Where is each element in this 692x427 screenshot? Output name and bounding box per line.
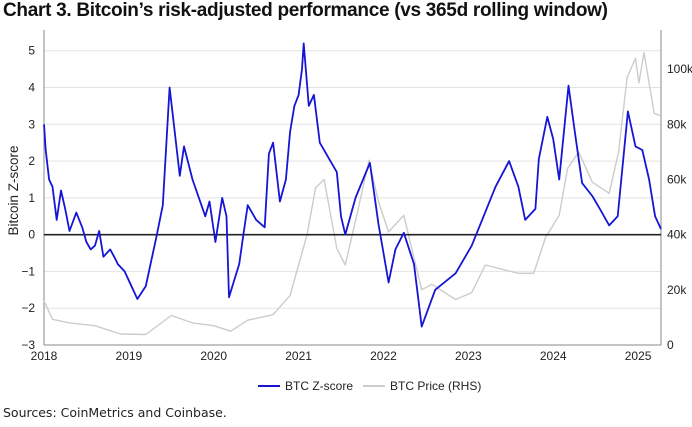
y2-tick-label: 20k — [667, 283, 687, 297]
legend-label: BTC Z-score — [285, 379, 353, 393]
y-tick-label: 0 — [28, 228, 35, 242]
x-tick-label: 2020 — [200, 349, 227, 363]
y-tick-label: 3 — [28, 117, 35, 131]
x-tick-label: 2024 — [540, 349, 567, 363]
x-tick-label: 2018 — [31, 349, 58, 363]
y-tick-label: −1 — [21, 264, 35, 278]
x-tick-label: 2023 — [455, 349, 482, 363]
sources-note: Sources: CoinMetrics and Coinbase. — [3, 405, 227, 420]
y-tick-label: 2 — [28, 154, 35, 168]
x-tick-label: 2022 — [370, 349, 397, 363]
legend-label: BTC Price (RHS) — [390, 379, 481, 393]
series-line-btc-zscore — [43, 42, 662, 328]
y2-tick-label: 60k — [667, 172, 687, 186]
y-tick-label: −3 — [21, 338, 35, 352]
y-axis-label: Bitcoin Z-score — [6, 145, 21, 235]
y2-tick-label: 100k — [667, 62, 692, 76]
x-tick-label: 2019 — [116, 349, 143, 363]
x-tick-label: 2021 — [285, 349, 312, 363]
chart-title: Chart 3. Bitcoin’s risk-adjusted perform… — [3, 0, 608, 21]
x-tick-label: 2025 — [625, 349, 652, 363]
y-tick-label: 4 — [28, 81, 35, 95]
y2-tick-label: 0 — [667, 338, 674, 352]
y2-tick-label: 80k — [667, 117, 687, 131]
series-line-btc-price — [43, 51, 662, 336]
y2-tick-label: 40k — [667, 228, 687, 242]
y-tick-label: 1 — [28, 191, 35, 205]
y-tick-label: 5 — [28, 44, 35, 58]
y-tick-label: −2 — [21, 301, 35, 315]
